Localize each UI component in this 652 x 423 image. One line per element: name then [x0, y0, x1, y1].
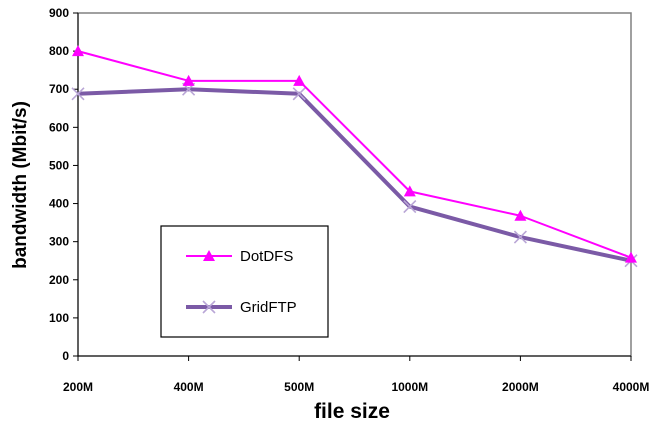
y-tick-label: 600	[49, 120, 69, 134]
legend-marker-gridftp	[202, 300, 216, 314]
series-line-dotdfs	[77, 50, 632, 259]
y-tick-label: 700	[49, 82, 69, 96]
series-line-gridftp	[77, 87, 632, 263]
y-tick-label: 900	[49, 6, 69, 20]
y-tick-label: 500	[49, 158, 69, 172]
y-tick-group: 0 100 200 300 400 500 600 700 800 900	[49, 6, 78, 363]
legend-box	[160, 225, 329, 338]
data-point-gridftp	[403, 200, 417, 214]
y-tick-label: 0	[62, 349, 69, 363]
data-point-gridftp	[71, 87, 85, 101]
y-tick-label: 400	[49, 197, 69, 211]
legend-label-gridftp: GridFTP	[240, 299, 297, 316]
x-tick-label: 2000M	[502, 380, 539, 394]
x-tick-label: 4000M	[613, 380, 650, 394]
legend: DotDFS GridFTP	[160, 225, 329, 338]
y-tick-label: 100	[49, 311, 69, 325]
data-point-gridftp	[292, 87, 306, 101]
data-point-dotdfs	[625, 251, 637, 263]
y-axis-title: bandwidth (Mbit/s)	[10, 101, 31, 269]
x-tick-group: 200M 400M 500M 1000M 2000M 4000M	[63, 356, 649, 394]
y-tick-label: 200	[49, 273, 69, 287]
legend-label-dotdfs: DotDFS	[240, 248, 293, 265]
x-tick-label: 200M	[63, 380, 93, 394]
y-tick-label: 300	[49, 235, 69, 249]
data-point-gridftp	[513, 230, 527, 244]
x-tick-label: 400M	[174, 380, 204, 394]
data-point-dotdfs	[514, 209, 527, 221]
x-tick-label: 1000M	[391, 380, 428, 394]
x-tick-label: 500M	[284, 380, 314, 394]
data-point-dotdfs	[403, 185, 416, 197]
legend-marker-dotdfs	[203, 250, 215, 261]
x-axis-title: file size	[314, 400, 390, 423]
data-point-dotdfs	[293, 74, 306, 86]
data-point-dotdfs	[182, 74, 195, 86]
series-group	[71, 45, 638, 268]
data-point-dotdfs	[72, 45, 84, 57]
y-tick-label: 800	[49, 44, 69, 58]
